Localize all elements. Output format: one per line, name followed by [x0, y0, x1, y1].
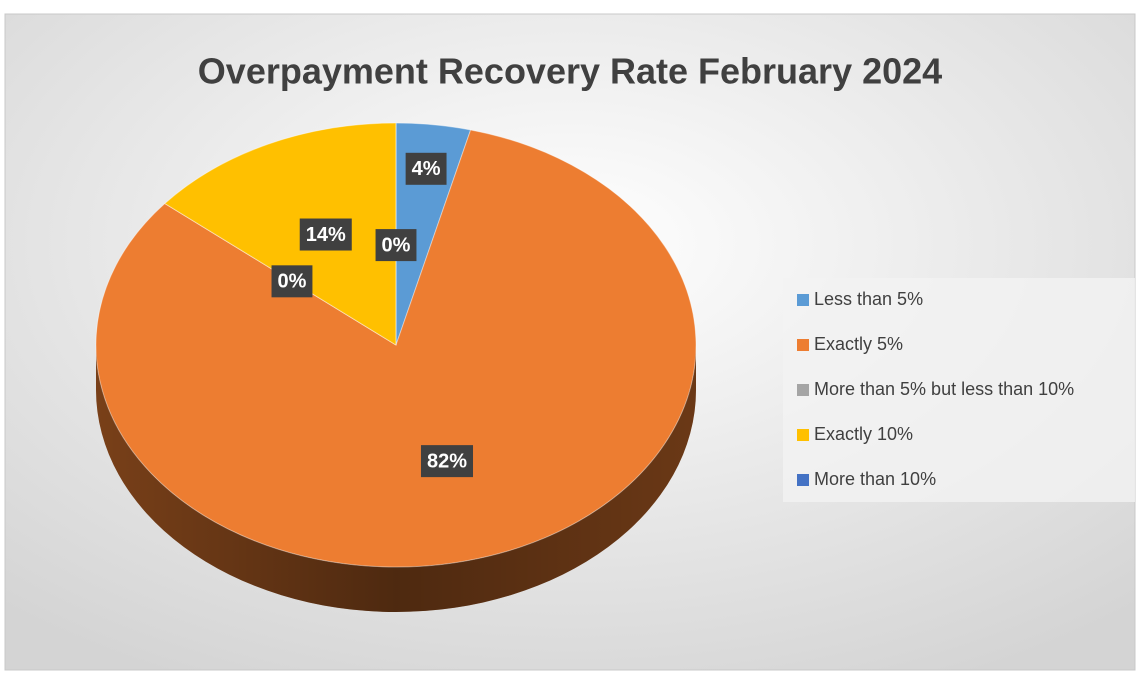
data-label-box [271, 265, 313, 298]
chart-title: Overpayment Recovery Rate February 2024 [198, 51, 942, 92]
data-label-text: 0% [278, 271, 307, 293]
legend-swatch [797, 294, 809, 306]
legend-label: More than 5% but less than 10% [814, 379, 1074, 399]
data-label-text: 14% [306, 224, 346, 246]
data-label-box [299, 218, 352, 251]
legend-swatch [797, 474, 809, 486]
pie-side-shade [96, 345, 696, 612]
data-label-text: 4% [412, 158, 441, 180]
legend-box [783, 278, 1135, 502]
pie-slice [164, 122, 397, 346]
data-label: 0% [271, 265, 313, 298]
legend-label: Less than 5% [814, 289, 923, 309]
data-label: 4% [405, 152, 447, 185]
data-label-box [375, 229, 417, 262]
legend-swatch [797, 384, 809, 396]
data-label-text: 0% [382, 234, 411, 256]
legend-swatch [797, 339, 809, 351]
data-label: 14% [299, 218, 352, 251]
legend-label: More than 10% [814, 469, 936, 489]
data-label-text: 82% [427, 450, 467, 472]
data-label-box [420, 445, 474, 478]
pie-slice [164, 203, 397, 346]
legend-swatch [797, 429, 809, 441]
pie-slice [95, 129, 697, 568]
legend-label: Exactly 5% [814, 334, 903, 354]
data-label: 82% [420, 445, 474, 478]
data-label-box [405, 152, 447, 185]
legend-label: Exactly 10% [814, 424, 913, 444]
data-label: 0% [375, 229, 417, 262]
